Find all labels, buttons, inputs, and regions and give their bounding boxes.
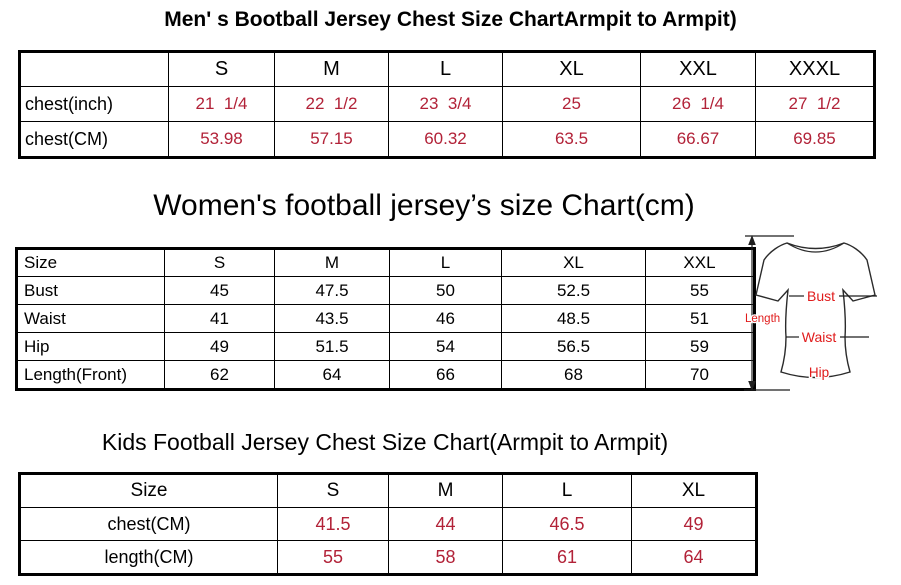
men-chart-title: Men' s Bootball Jersey Chest Size ChartA… <box>164 8 737 31</box>
table-cell: 59 <box>645 332 755 361</box>
table-cell: 69.85 <box>755 121 875 158</box>
table-cell: 56.5 <box>501 332 646 361</box>
women-chart-title: Women's football jersey’s size Chart(cm) <box>153 189 695 222</box>
column-header: M <box>388 473 503 508</box>
length-label: Length <box>745 313 780 325</box>
row-label: Waist <box>16 304 165 333</box>
column-header: L <box>389 248 502 277</box>
table-cell: 25 <box>502 86 641 122</box>
table-cell: 51 <box>645 304 755 333</box>
table-cell: 27 1/2 <box>755 86 875 122</box>
arrow-up-icon <box>748 235 756 245</box>
column-header: L <box>388 51 503 87</box>
table-row: chest(inch) 21 1/4 22 1/2 23 3/4 25 26 1… <box>19 86 875 122</box>
column-header: L <box>502 473 632 508</box>
table-cell: 54 <box>389 332 502 361</box>
column-header: XL <box>502 51 641 87</box>
table-cell: 21 1/4 <box>168 86 275 122</box>
column-header: S <box>164 248 275 277</box>
table-cell: 44 <box>388 507 503 541</box>
column-header: XXL <box>640 51 756 87</box>
table-cell: 60.32 <box>388 121 503 158</box>
column-header <box>19 51 169 87</box>
table-cell: 46.5 <box>502 507 632 541</box>
row-label: Hip <box>16 332 165 361</box>
table-cell: 64 <box>274 360 390 390</box>
column-header: XXL <box>645 248 755 277</box>
kids-size-table: Size S M L XL chest(CM) 41.5 44 46.5 49 … <box>18 472 758 576</box>
table-cell: 51.5 <box>274 332 390 361</box>
table-cell: 64 <box>631 540 757 575</box>
collar-inner-line <box>786 242 845 253</box>
table-header-row: Size S M L XL XXL <box>16 248 755 277</box>
table-cell: 66.67 <box>640 121 756 158</box>
row-label: chest(CM) <box>19 507 278 541</box>
table-cell: 57.15 <box>274 121 389 158</box>
table-row: chest(CM) 53.98 57.15 60.32 63.5 66.67 6… <box>19 121 875 158</box>
table-cell: 47.5 <box>274 276 390 305</box>
table-cell: 49 <box>631 507 757 541</box>
table-row: length(CM) 55 58 61 64 <box>19 540 757 575</box>
table-cell: 68 <box>501 360 646 390</box>
table-cell: 23 3/4 <box>388 86 503 122</box>
arrow-down-icon <box>748 381 756 391</box>
row-label: Bust <box>16 276 165 305</box>
column-header: S <box>277 473 389 508</box>
men-size-table: S M L XL XXL XXXL chest(inch) 21 1/4 22 … <box>18 50 876 159</box>
women-size-table: Size S M L XL XXL Bust 45 47.5 50 52.5 5… <box>15 247 756 391</box>
table-cell: 26 1/4 <box>640 86 756 122</box>
table-cell: 43.5 <box>274 304 390 333</box>
hip-label: Hip <box>809 365 829 380</box>
table-cell: 50 <box>389 276 502 305</box>
table-cell: 41 <box>164 304 275 333</box>
table-header-row: Size S M L XL <box>19 473 757 508</box>
table-row: chest(CM) 41.5 44 46.5 49 <box>19 507 757 541</box>
table-cell: 62 <box>164 360 275 390</box>
table-row: Length(Front) 62 64 66 68 70 <box>16 360 755 390</box>
table-cell: 61 <box>502 540 632 575</box>
bust-label: Bust <box>807 288 835 304</box>
column-header: XL <box>501 248 646 277</box>
row-label: chest(CM) <box>19 121 169 158</box>
tshirt-measurement-diagram: Length Bust Waist Hip <box>744 235 877 391</box>
table-header-row: S M L XL XXL XXXL <box>19 51 875 87</box>
column-header: Size <box>19 473 278 508</box>
column-header: S <box>168 51 275 87</box>
table-cell: 63.5 <box>502 121 641 158</box>
kids-chart-title: Kids Football Jersey Chest Size Chart(Ar… <box>101 429 669 455</box>
table-row: Hip 49 51.5 54 56.5 59 <box>16 332 755 361</box>
table-cell: 52.5 <box>501 276 646 305</box>
table-cell: 55 <box>645 276 755 305</box>
tshirt-outline <box>755 242 876 379</box>
table-row: Waist 41 43.5 46 48.5 51 <box>16 304 755 333</box>
row-label: chest(inch) <box>19 86 169 122</box>
table-cell: 48.5 <box>501 304 646 333</box>
table-cell: 41.5 <box>277 507 389 541</box>
table-cell: 66 <box>389 360 502 390</box>
waist-label: Waist <box>802 329 837 345</box>
column-header: M <box>274 248 390 277</box>
table-cell: 45 <box>164 276 275 305</box>
column-header: XL <box>631 473 757 508</box>
column-header: XXXL <box>755 51 875 87</box>
row-label: Length(Front) <box>16 360 165 390</box>
table-cell: 22 1/2 <box>274 86 389 122</box>
table-cell: 46 <box>389 304 502 333</box>
column-header: Size <box>16 248 165 277</box>
table-row: Bust 45 47.5 50 52.5 55 <box>16 276 755 305</box>
table-cell: 58 <box>388 540 503 575</box>
table-cell: 70 <box>645 360 755 390</box>
table-cell: 49 <box>164 332 275 361</box>
row-label: length(CM) <box>19 540 278 575</box>
table-cell: 55 <box>277 540 389 575</box>
column-header: M <box>274 51 389 87</box>
table-cell: 53.98 <box>168 121 275 158</box>
